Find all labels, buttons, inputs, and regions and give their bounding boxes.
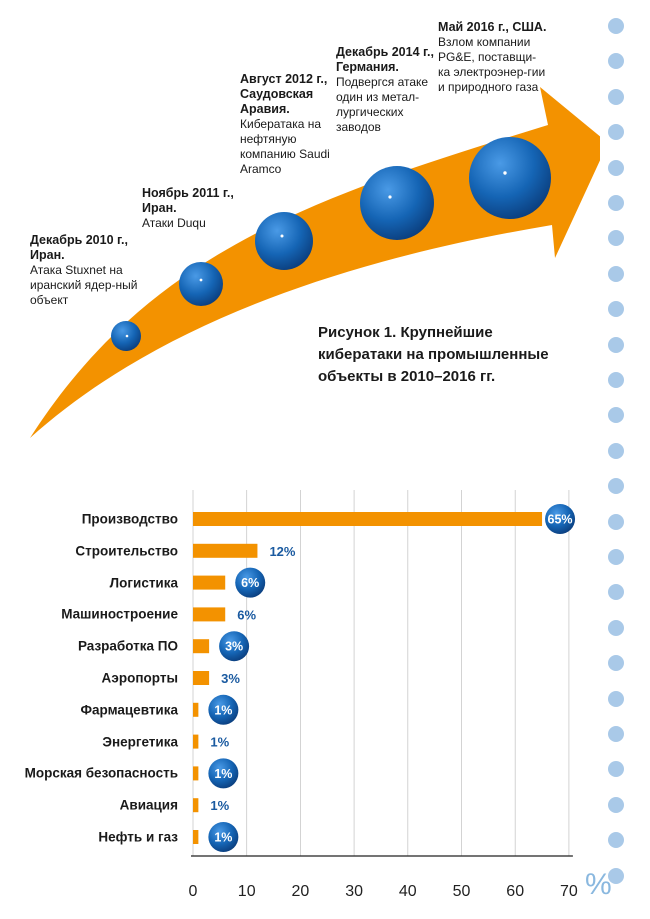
value-badge [235, 567, 266, 598]
bar [193, 543, 258, 558]
timeline-event-head: Август 2012 г., Саудовская Аравия. [240, 72, 328, 116]
timeline-event-head: Декабрь 2010 г., Иран. [30, 233, 128, 262]
timeline-event-2012: Август 2012 г., Саудовская Аравия. Кибер… [240, 72, 335, 177]
timeline-sphere-1 [111, 321, 141, 351]
bar [193, 639, 210, 654]
data-label: 1% [210, 798, 229, 813]
x-tick-label: 70 [560, 883, 578, 900]
timeline-event-2014: Декабрь 2014 г., Германия. Подвергся ата… [336, 45, 436, 135]
timeline-sphere-4 [360, 166, 434, 240]
timeline-sphere-3 [255, 212, 313, 270]
decorative-dot [608, 230, 624, 247]
category-label: Машиностроение [61, 606, 178, 622]
category-label: Производство [81, 511, 178, 527]
data-label: 3% [225, 640, 243, 654]
data-label: 1% [214, 831, 232, 845]
decorative-dot [608, 761, 624, 778]
category-label: Авиация [119, 797, 178, 813]
timeline-event-text: Атаки Duqu [142, 216, 206, 230]
category-label: Логистика [109, 575, 178, 591]
timeline-arrow [30, 87, 600, 438]
category-label: Морская безопасность [24, 765, 178, 781]
data-label: 1% [214, 767, 232, 781]
timeline-event-2010: Декабрь 2010 г., Иран. Атака Stuxnet на … [30, 233, 145, 308]
figure-title: Рисунок 1. Крупнейшие кибератаки на пром… [318, 324, 549, 385]
timeline-event-2011: Ноябрь 2011 г., Иран. Атаки Duqu [142, 186, 252, 231]
decorative-dot [608, 478, 624, 495]
data-label: 6% [241, 576, 259, 590]
decorative-dot [608, 301, 624, 318]
value-badge [545, 504, 576, 534]
timeline-sphere-5 [469, 137, 551, 219]
value-badge [208, 694, 239, 725]
decorative-dot [608, 407, 624, 424]
decorative-dot [608, 195, 624, 211]
bar [193, 607, 226, 622]
bar [193, 766, 199, 781]
category-label: Фармацевтика [80, 702, 178, 718]
decorative-dot [608, 265, 624, 282]
bar [193, 575, 226, 590]
x-tick-label: 30 [345, 883, 363, 900]
bar [193, 798, 199, 813]
data-label: 6% [237, 607, 256, 622]
bar [193, 512, 543, 526]
data-label: 65% [548, 513, 573, 527]
data-label: 12% [269, 544, 295, 559]
timeline-event-text: Атака Stuxnet на иранский ядер-ный объек… [30, 263, 138, 307]
decorative-dot [608, 513, 624, 530]
timeline-event-head: Ноябрь 2011 г., Иран. [142, 186, 234, 215]
value-badge [208, 822, 239, 852]
bar [193, 830, 199, 844]
decorative-dot [608, 867, 624, 884]
timeline-event-head: Декабрь 2014 г., Германия. [336, 45, 434, 74]
decorative-dot [608, 53, 624, 70]
timeline-event-text: Кибератака на нефтяную компанию Saudi Ar… [240, 117, 330, 176]
decorative-dot [608, 690, 624, 707]
decorative-dot [608, 549, 624, 565]
decorative-dot [608, 832, 624, 849]
x-tick-label: 20 [292, 883, 310, 900]
bar [193, 734, 199, 749]
decorative-dot [608, 619, 624, 636]
decorative-dot [608, 796, 624, 813]
timeline-graphic [30, 87, 600, 438]
data-label: 1% [210, 735, 229, 750]
decorative-dot [608, 726, 624, 742]
decorative-dot [608, 159, 624, 176]
x-tick-label: 10 [238, 883, 256, 900]
category-label: Разработка ПО [77, 638, 178, 654]
x-tick-label: 50 [453, 883, 471, 900]
decorative-dot [608, 18, 624, 34]
data-label: 3% [221, 671, 240, 686]
timeline-event-head: Май 2016 г., США. [438, 20, 547, 34]
decorative-dot [608, 372, 624, 388]
decorative-dot [608, 124, 624, 141]
decorative-dot [608, 584, 624, 601]
data-label: 1% [214, 703, 232, 717]
bar [193, 702, 199, 717]
category-label: Строительство [75, 543, 178, 559]
decorative-dot [608, 88, 624, 105]
bar-chart: 0 10 20 30 40 50 60 70 65% 12% 6% 6% 3% 3% 1% 1% 1% 1% 1% [189, 490, 578, 900]
value-badge [219, 631, 250, 662]
x-tick-label: 0 [189, 883, 198, 900]
timeline-event-2016: Май 2016 г., США. Взлом компании PG&E, п… [438, 20, 548, 95]
x-tick-label: 60 [506, 883, 524, 900]
x-tick-label: 40 [399, 883, 417, 900]
decorative-dot [608, 655, 624, 672]
bar [193, 671, 210, 685]
timeline-sphere-2 [179, 262, 223, 306]
timeline-event-text: Подвергся атаке один из метал-лургически… [336, 75, 429, 134]
x-axis-unit-label: % [585, 868, 612, 901]
category-label: Аэропорты [101, 670, 178, 686]
category-label: Нефть и газ [98, 829, 178, 845]
category-label: Энергетика [102, 734, 178, 750]
decorative-dot [608, 336, 624, 353]
decorative-dot [608, 442, 624, 459]
timeline-event-text: Взлом компании PG&E, поставщи-ка электро… [438, 35, 546, 94]
value-badge [208, 758, 239, 789]
